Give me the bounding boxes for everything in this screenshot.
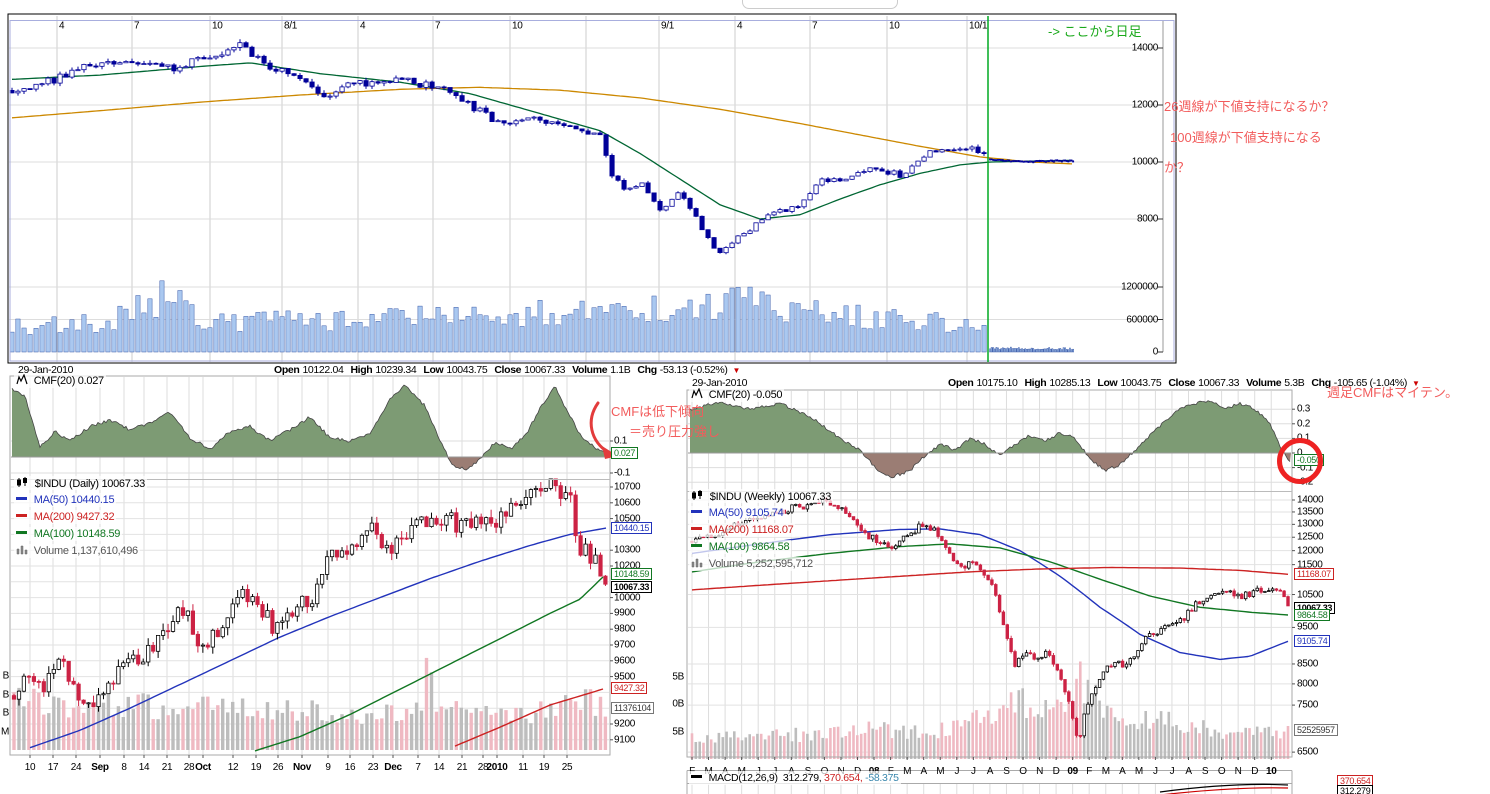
dropdown-arrow-icon[interactable]: ▼	[732, 366, 741, 375]
legend-item-ma200: MA(200) 9427.32	[14, 510, 117, 524]
open-value: 10122.04	[302, 364, 344, 376]
macd-legend: MACD(12,26,9) 312.279, 370.654, -58.375	[689, 771, 901, 785]
line-swatch-icon	[16, 514, 27, 517]
legend-label: MA(200) 9427.32	[33, 511, 115, 523]
highlight-circle	[1277, 438, 1323, 484]
open-value: 10175.10	[976, 377, 1018, 389]
close-value: 10067.33	[524, 364, 566, 376]
open-label: Open	[948, 377, 974, 389]
line-swatch-icon	[16, 531, 27, 534]
legend-label: MA(50) 10440.15	[33, 494, 115, 506]
low-value: 10043.75	[446, 364, 488, 376]
macd-signal-value: 370.654,	[824, 772, 863, 784]
legend-item-ma100: MA(100) 10148.59	[14, 527, 123, 541]
annotation-selling-pressure: ＝売り圧力強し	[629, 424, 721, 439]
line-swatch-icon	[691, 544, 702, 547]
annotation-weekly-cmf-negative: 週足CMFはマイテン。	[1327, 385, 1459, 400]
legend-label: $INDU (Weekly) 10067.33	[709, 491, 832, 503]
annotation-daily-from-here: -> ここから日足	[1048, 24, 1142, 39]
legend-item-ma200: MA(200) 11168.07	[689, 523, 796, 537]
volume-value: 1.1B	[610, 364, 631, 376]
macd-value: 312.279,	[782, 772, 822, 784]
volume-bars-icon	[691, 558, 703, 568]
line-swatch-icon	[691, 510, 702, 513]
high-value: 10239.34	[375, 364, 417, 376]
legend-label: MA(50) 9105.74	[708, 507, 784, 519]
legend-item-ma50: MA(50) 10440.15	[14, 493, 117, 507]
legend-item-volume: Volume 5,252,595,712	[689, 557, 815, 571]
annotation-100w-support-2: か？	[1164, 160, 1191, 175]
volume-bars-icon	[16, 545, 28, 555]
ui-artifact	[742, 0, 898, 9]
legend-label: Volume 5,252,595,712	[708, 558, 813, 570]
weekly-chart-header: 29-Jan-2010 Open 10175.10 High 10285.13 Low 10…	[692, 377, 1420, 389]
daily-chart-header: 29-Jan-2010 Open 10122.04 High 10239.34 Low 10…	[18, 364, 740, 376]
close-value: 10067.33	[1198, 377, 1240, 389]
low-value: 10043.75	[1120, 377, 1162, 389]
macd-hist-value: -58.375	[865, 772, 899, 784]
dropdown-arrow-icon[interactable]: ▼	[1412, 379, 1420, 388]
legend-item-ma50: MA(50) 9105.74	[689, 506, 786, 520]
legend-label: Volume 1,137,610,496	[33, 545, 138, 557]
chg-value: -105.65 (-1.04%)	[1333, 377, 1408, 389]
legend-label: MA(200) 11168.07	[708, 524, 794, 536]
high-value: 10285.13	[1049, 377, 1091, 389]
open-label: Open	[274, 364, 300, 376]
chg-value: -53.13 (-0.52%)	[659, 364, 728, 376]
chart-date: 29-Jan-2010	[692, 377, 748, 389]
legend-item-symbol: $INDU (Weekly) 10067.33	[689, 489, 834, 503]
cmf-label-text: CMF(20) -0.050	[708, 389, 783, 401]
chg-label: Chg	[1311, 377, 1331, 389]
legend-label: MA(100) 10148.59	[33, 528, 121, 540]
high-label: High	[1024, 377, 1047, 389]
candlestick-icon	[692, 490, 702, 500]
line-swatch-icon	[16, 497, 27, 500]
legend-item-ma100: MA(100) 9864.58	[689, 540, 792, 554]
close-label: Close	[1168, 377, 1196, 389]
annotation-cmf-declining: CMFは低下傾向	[611, 404, 705, 419]
cmf-label-text: CMF(20) 0.027	[33, 375, 104, 387]
annotation-100w-support: 100週線が下値支持になる	[1170, 130, 1322, 145]
chg-label: Chg	[637, 364, 657, 376]
cmf-indicator-label: CMF(20) -0.050	[689, 387, 785, 402]
volume-value: 5.3B	[1284, 377, 1305, 389]
legend-label: $INDU (Daily) 10067.33	[34, 478, 145, 490]
legend-item-volume: Volume 1,137,610,496	[14, 544, 140, 558]
line-swatch-icon	[691, 527, 702, 530]
low-label: Low	[423, 364, 444, 376]
area-chart-icon	[691, 387, 703, 399]
legend-item-symbol: $INDU (Daily) 10067.33	[14, 476, 147, 490]
volume-label: Volume	[572, 364, 608, 376]
volume-label: Volume	[1246, 377, 1282, 389]
low-label: Low	[1097, 377, 1118, 389]
cmf-indicator-label: CMF(20) 0.027	[14, 373, 106, 388]
macd-label: MACD(12,26,9)	[708, 772, 778, 784]
candlestick-icon	[17, 477, 27, 487]
high-label: High	[350, 364, 373, 376]
line-swatch-icon	[691, 775, 702, 778]
area-chart-icon	[16, 373, 28, 385]
legend-label: MA(100) 9864.58	[708, 541, 790, 553]
close-label: Close	[494, 364, 522, 376]
chart-date: 29-Jan-2010	[18, 364, 74, 376]
annotation-26w-support: 26週線が下値支持になるか？	[1164, 99, 1335, 114]
